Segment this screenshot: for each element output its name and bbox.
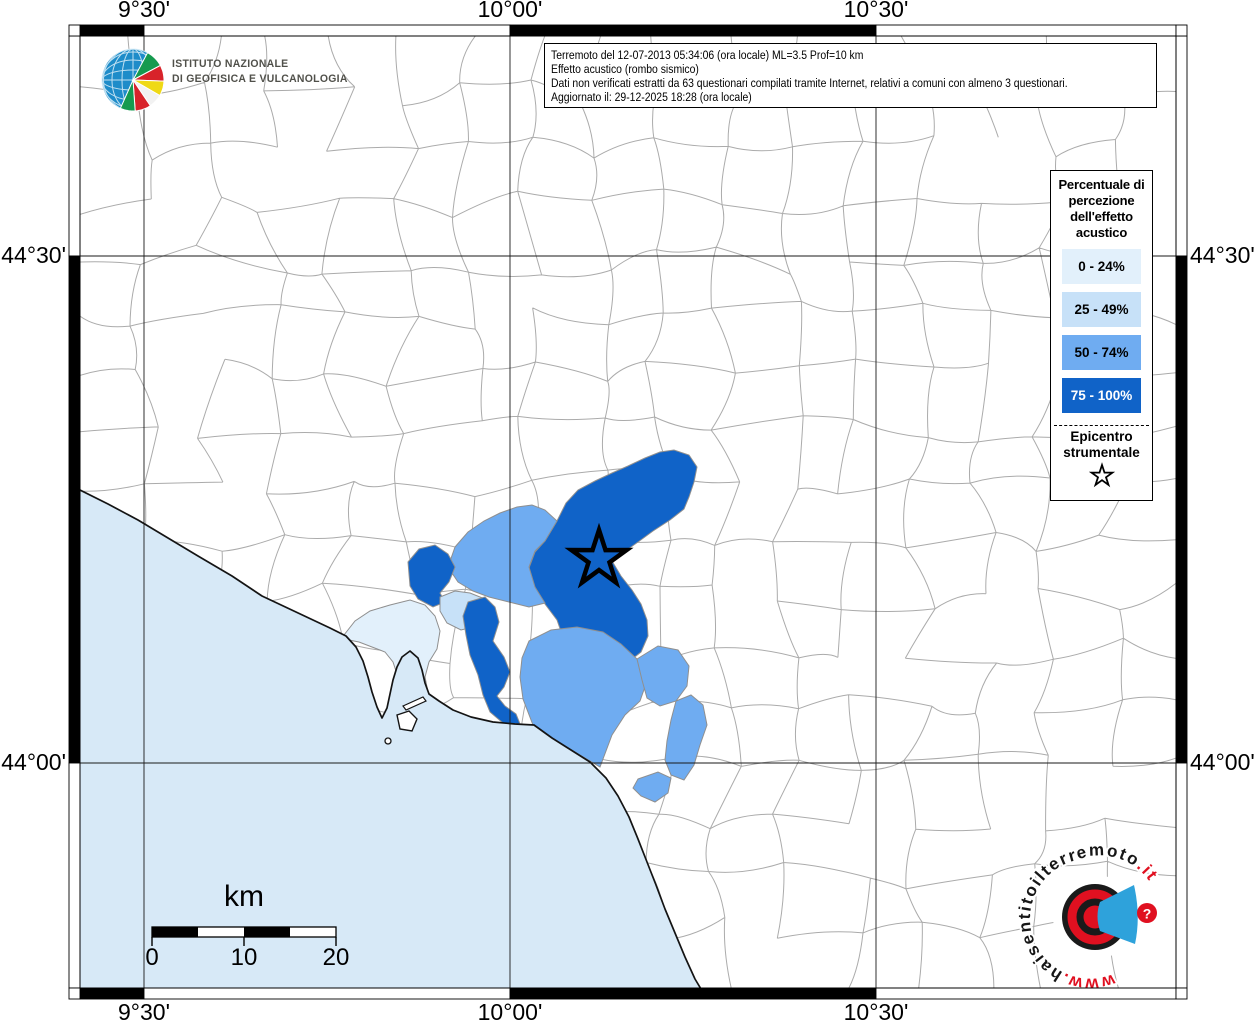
legend-label-75-100: 75 - 100%: [1070, 388, 1133, 403]
legend-swatch-25-49: 25 - 49%: [1062, 292, 1141, 327]
breakwater: [402, 696, 427, 711]
lat-label-left-4430: 44°30': [1, 242, 66, 268]
scale-tick-20: 20: [322, 944, 350, 971]
question-badge: [1137, 903, 1157, 923]
globe-wedge: [119, 79, 136, 112]
globe-wedge: [132, 78, 151, 112]
tino-islet: [384, 737, 392, 745]
epicenter-star-icon: [564, 522, 634, 589]
graticule-lines: [80, 36, 1176, 988]
municipality-region: [519, 626, 648, 768]
lon-label-bottom-930: 9°30': [118, 999, 170, 1024]
scale-tick-10: 10: [230, 944, 258, 971]
legend: Percentuale di percezione dell'effetto a…: [1050, 170, 1153, 501]
globe-wedge: [131, 51, 162, 82]
legend-epicenter-label: Epicentro strumentale: [1063, 429, 1140, 460]
municipality-region: [447, 504, 558, 608]
ingv-line2: DI GEOFISICA E VULCANOLOGIA: [172, 73, 348, 85]
ingv-line1: ISTITUTO NAZIONALE: [172, 58, 289, 70]
legend-swatch-50-74: 50 - 74%: [1062, 335, 1141, 370]
globe-wedge: [132, 79, 165, 97]
scale-unit-label: km: [224, 880, 264, 913]
municipality-region: [636, 645, 690, 707]
lat-label-right-4400: 44°00': [1190, 749, 1255, 775]
lon-label-top-930: 9°30': [118, 0, 170, 22]
haisentitoilterremoto-logo: ? www.haisentitoilterremoto.it: [1013, 838, 1162, 988]
palmaria-island: [396, 710, 418, 732]
lon-label-top-1030: 10°30': [843, 0, 909, 22]
coastline: [80, 489, 702, 988]
question-mark: ?: [1143, 906, 1152, 922]
legend-star-icon: [1088, 462, 1115, 488]
ingv-logo-globe: [101, 48, 165, 112]
globe-wedge: [131, 64, 165, 82]
lon-label-bottom-1030: 10°30': [843, 999, 909, 1024]
municipality-region: [407, 544, 456, 608]
legend-label-50-74: 50 - 74%: [1074, 345, 1129, 360]
event-data-note: Dati non verificati estratti da 63 quest…: [551, 76, 1068, 90]
municipality-region: [664, 694, 708, 781]
lon-label-top-1000: 10°00': [477, 0, 543, 22]
lon-label-bottom-1000: 10°00': [477, 999, 543, 1024]
legend-title: Percentuale di percezione dell'effetto a…: [1058, 177, 1145, 240]
event-effect: Effetto acustico (rombo sismico): [551, 62, 699, 76]
legend-swatch-0-24: 0 - 24%: [1062, 249, 1141, 284]
lat-label-left-4400: 44°00': [1, 749, 66, 775]
event-updated-at: Aggiornato il: 29-12-2025 18:28 (ora loc…: [551, 90, 752, 104]
municipality-region: [632, 771, 672, 803]
legend-swatch-75-100: 75 - 100%: [1062, 378, 1141, 413]
map-frame: [68, 24, 1188, 1000]
megaphone-icon: [1097, 885, 1138, 944]
legend-label-0-24: 0 - 24%: [1078, 259, 1125, 274]
event-summary: Terremoto del 12-07-2013 05:34:06 (ora l…: [551, 48, 864, 62]
legend-divider: [1054, 425, 1149, 426]
event-info-box: Terremoto del 12-07-2013 05:34:06 (ora l…: [544, 43, 1157, 108]
scale-bar: [151, 926, 337, 946]
legend-label-25-49: 25 - 49%: [1074, 302, 1129, 317]
ingv-wordmark: ISTITUTO NAZIONALE DI GEOFISICA E VULCAN…: [172, 57, 348, 87]
scale-tick-0: 0: [145, 944, 159, 971]
municipality-region: [462, 596, 521, 725]
globe-wedge: [132, 79, 161, 107]
lat-label-right-4430: 44°30': [1190, 242, 1255, 268]
